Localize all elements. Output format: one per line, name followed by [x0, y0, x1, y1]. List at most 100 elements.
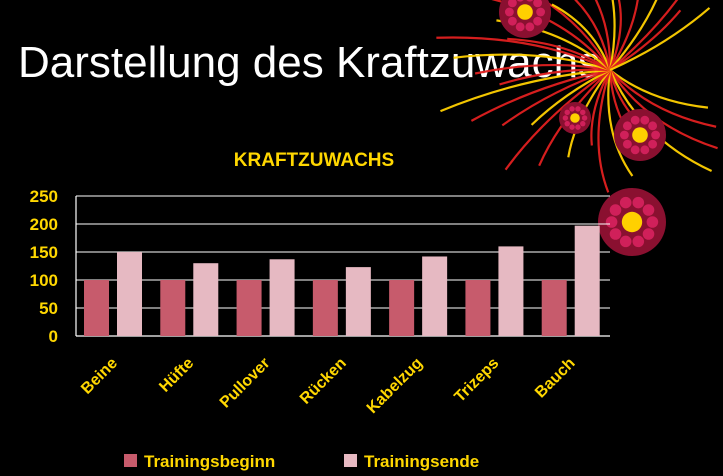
- firework-ray: [574, 0, 612, 71]
- firework-dot: [581, 115, 588, 121]
- firework-dot: [516, 0, 524, 2]
- firework-ray: [607, 69, 634, 177]
- firework-dot: [507, 0, 517, 8]
- firework-dot: [569, 124, 575, 130]
- firework-dot: [525, 22, 535, 32]
- firework-dot: [504, 7, 514, 17]
- firework-dot: [533, 0, 543, 8]
- bar-trainingsende: [498, 246, 524, 336]
- firework-dot: [533, 16, 543, 26]
- firework-dot: [564, 120, 570, 127]
- firework-dot: [619, 130, 629, 140]
- firework-dot: [564, 109, 570, 116]
- firework-dot: [569, 106, 575, 112]
- x-tick-label: Trizeps: [451, 355, 502, 406]
- firework-ray: [609, 69, 717, 128]
- firework-ray: [504, 69, 611, 171]
- firework-dot: [515, 22, 525, 32]
- x-tick-label: Hüfte: [156, 355, 197, 396]
- firework-ray: [474, 63, 611, 75]
- firework-dot: [648, 139, 658, 149]
- x-tick-label: Rücken: [297, 355, 350, 408]
- firework-dot: [609, 204, 622, 216]
- bar-trainingsbeginn: [465, 280, 491, 336]
- firework-dot: [622, 121, 632, 131]
- y-tick-label: 200: [30, 215, 58, 234]
- firework-ray: [609, 7, 711, 72]
- firework-dot: [605, 216, 618, 228]
- firework-ray: [609, 0, 679, 71]
- legend-swatch: [344, 454, 357, 467]
- firework-ray: [590, 69, 611, 146]
- firework-dot: [536, 7, 546, 17]
- bar-trainingsbeginn: [312, 280, 338, 336]
- firework-ray: [530, 69, 611, 126]
- slide-title: Darstellung des Kraftzuwachs: [18, 38, 601, 87]
- bar-trainingsbeginn: [236, 280, 262, 336]
- y-tick-label: 100: [30, 271, 58, 290]
- firework-ray: [440, 68, 611, 113]
- bar-trainingsbeginn: [84, 280, 109, 336]
- firework-core: [570, 113, 580, 123]
- firework-ray: [501, 68, 611, 127]
- firework-ray: [608, 0, 622, 71]
- firework-ray: [499, 68, 611, 86]
- y-tick-label: 50: [39, 299, 58, 318]
- firework-ray: [507, 37, 611, 71]
- firework-dot: [640, 145, 650, 155]
- firework-dot: [640, 115, 650, 125]
- firework-dot: [630, 145, 640, 155]
- bar-trainingsende: [345, 267, 371, 336]
- firework-ray: [597, 69, 612, 193]
- firework-ray: [609, 0, 658, 71]
- firework-ray: [541, 0, 611, 71]
- bar-trainingsbeginn: [389, 280, 415, 336]
- x-tick-label: Kabelzug: [364, 355, 426, 417]
- firework-dot: [507, 16, 517, 26]
- firework-ray: [608, 0, 616, 71]
- firework-dot: [646, 216, 659, 228]
- bar-trainingsende: [269, 259, 295, 336]
- firework-dot: [651, 130, 661, 140]
- x-tick-label: Bauch: [532, 355, 579, 402]
- y-tick-label: 250: [30, 187, 58, 206]
- firework-dot: [580, 120, 586, 127]
- firework-dot: [632, 196, 645, 209]
- firework-dot: [575, 124, 581, 130]
- firework-dot: [622, 139, 632, 149]
- firework-ray: [470, 68, 611, 122]
- firework-ray: [594, 0, 612, 71]
- bar-trainingsbeginn: [160, 280, 186, 336]
- firework-dot: [609, 228, 622, 240]
- bar-trainingsende: [422, 256, 448, 336]
- bar-trainingsende: [574, 225, 600, 336]
- firework-dot: [580, 109, 586, 116]
- legend-label: Trainingsbeginn: [144, 452, 275, 471]
- x-tick-label: Beine: [78, 355, 121, 398]
- firework-dot: [632, 235, 645, 248]
- firework-dot: [526, 0, 534, 2]
- x-tick-label: Pullover: [217, 355, 274, 412]
- firework-dot: [642, 204, 655, 216]
- firework-dot: [630, 115, 640, 125]
- firework-dot: [648, 121, 658, 131]
- firework-ray: [609, 69, 709, 109]
- firework-core: [621, 211, 643, 233]
- chart-title: KRAFTZUWACHS: [234, 150, 394, 171]
- firework-dot: [619, 196, 632, 209]
- legend-swatch: [124, 454, 137, 467]
- bar-trainingsende: [117, 252, 142, 336]
- firework-core: [517, 4, 533, 20]
- y-tick-label: 0: [49, 327, 58, 346]
- firework-dot: [575, 106, 581, 112]
- bar-trainingsende: [193, 263, 219, 336]
- firework-dot: [562, 115, 569, 121]
- firework-ray: [453, 53, 611, 72]
- firework-dot: [642, 228, 655, 240]
- firework-ray: [436, 36, 611, 71]
- firework-core: [632, 127, 648, 143]
- y-tick-label: 150: [30, 243, 58, 262]
- bar-trainingsbeginn: [541, 280, 567, 336]
